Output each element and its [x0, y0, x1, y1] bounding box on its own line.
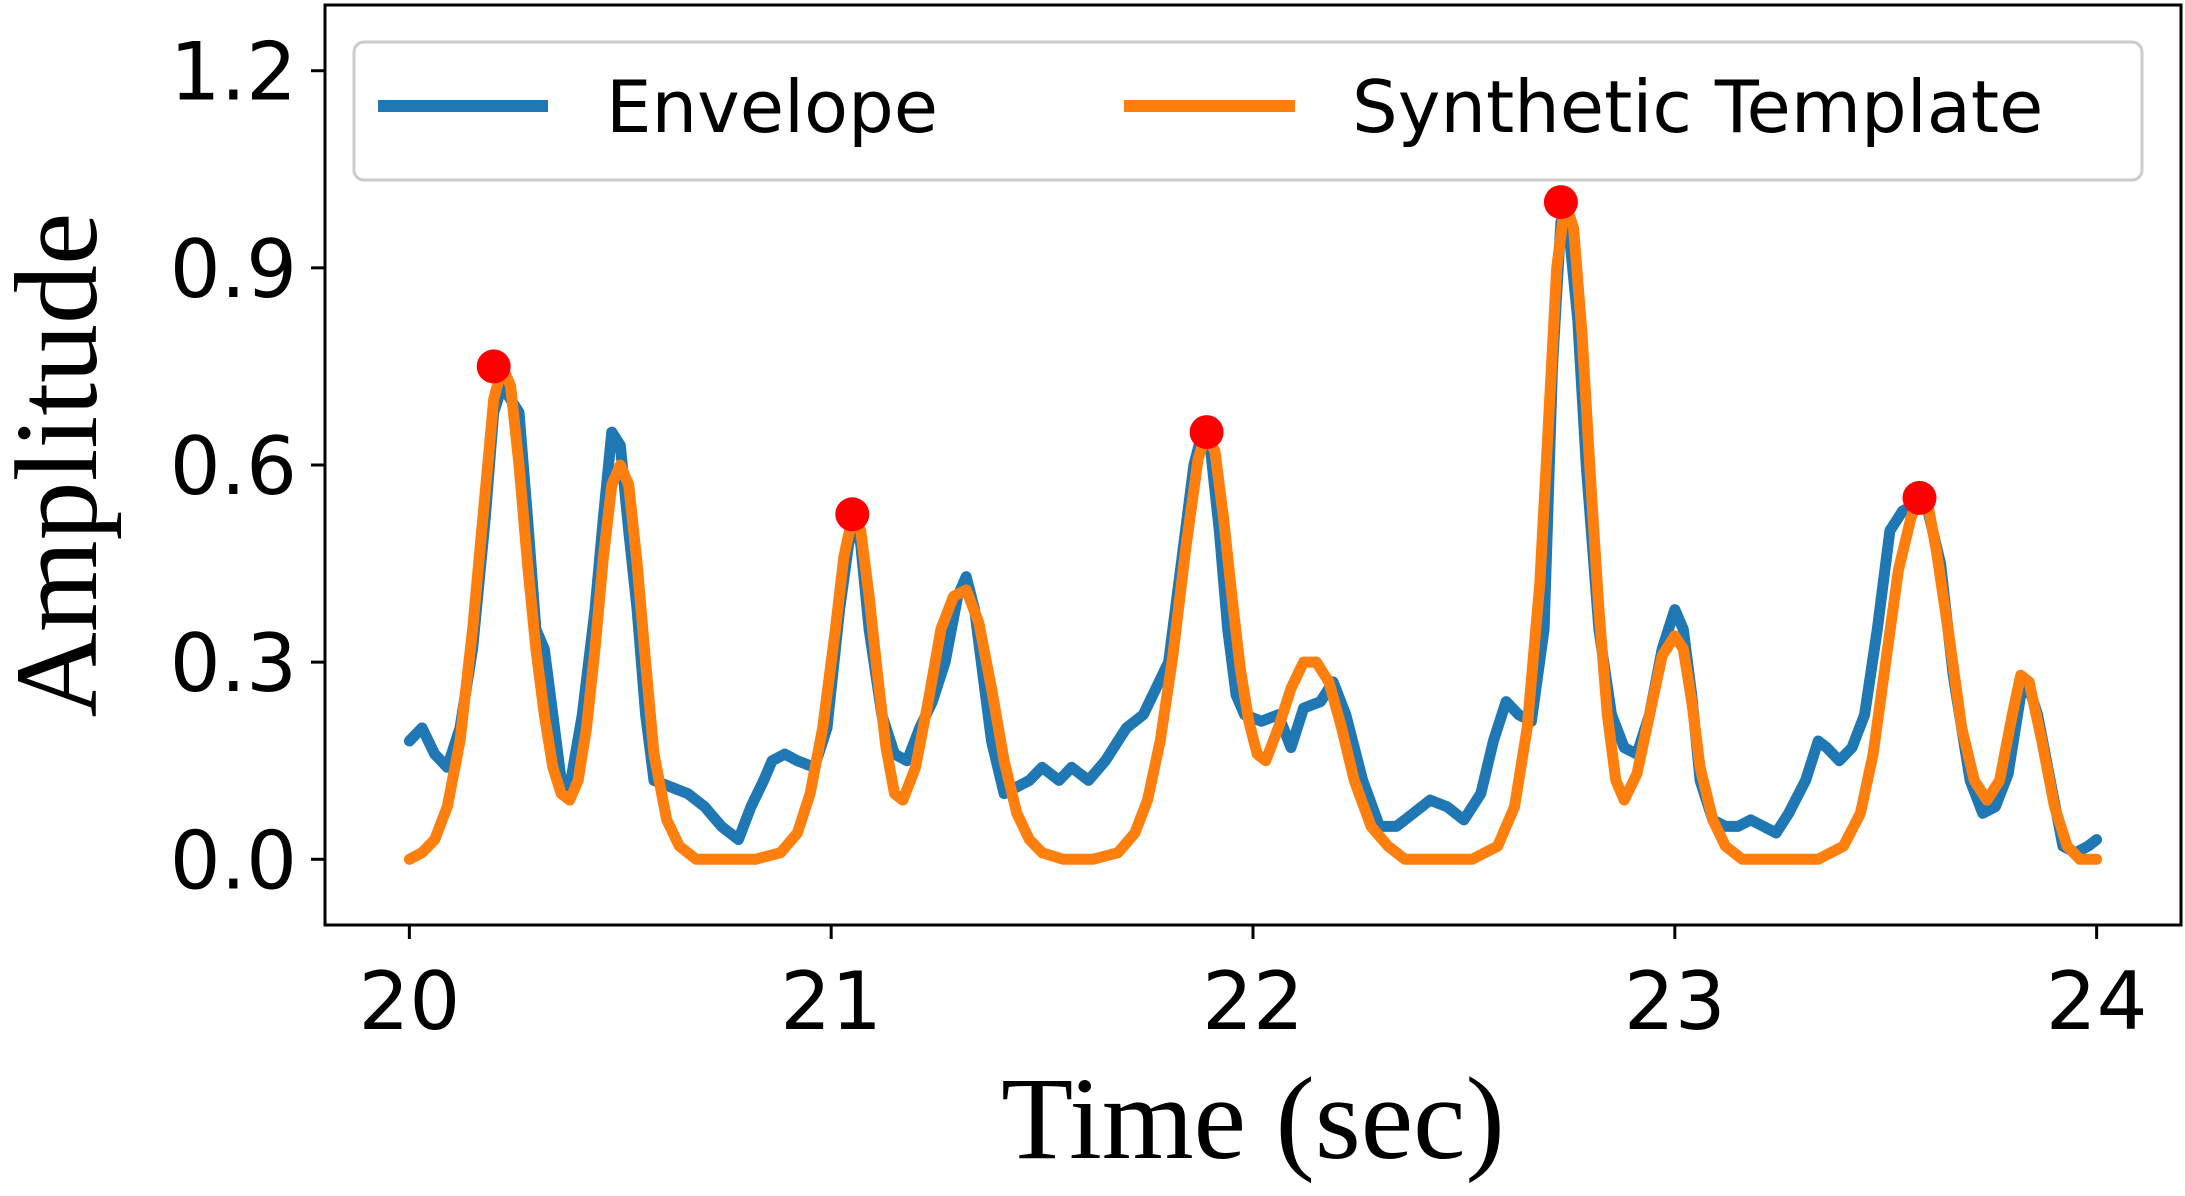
x-tick-label: 20: [358, 955, 460, 1048]
peak-marker-4: [1543, 185, 1578, 220]
series-line-envelope: [403, 216, 2103, 859]
x-tick-label: 23: [1624, 955, 1726, 1048]
legend-label-synthetic-template: Synthetic Template: [1352, 65, 2043, 149]
legend-label-envelope: Envelope: [606, 65, 938, 149]
y-axis-label: Amplitude: [0, 213, 122, 718]
legend: Envelope Synthetic Template: [352, 40, 2144, 182]
y-tick-label: 0.3: [170, 617, 297, 710]
x-tick-label: 21: [780, 955, 882, 1048]
peak-marker-3: [1189, 415, 1224, 450]
x-tick-label: 24: [2046, 955, 2148, 1048]
peak-marker-5: [1902, 480, 1937, 515]
y-tick-label: 1.2: [170, 26, 297, 119]
axes-frame: [323, 3, 2183, 927]
y-axis-ticks: 0.0 0.3 0.6 0.9 1.2: [170, 26, 325, 907]
y-tick-label: 0.9: [170, 223, 297, 316]
series-line-synthetic-template: [403, 196, 2103, 865]
peak-marker-1: [476, 349, 511, 384]
y-tick-label: 0.0: [170, 814, 297, 907]
x-axis-ticks: 20 21 22 23 24: [358, 925, 2148, 1048]
peak-marker-2: [835, 497, 870, 532]
plot-area: [403, 185, 2103, 865]
x-axis-label: Time (sec): [1001, 1053, 1505, 1184]
y-tick-label: 0.6: [170, 420, 297, 513]
x-tick-label: 22: [1202, 955, 1304, 1048]
